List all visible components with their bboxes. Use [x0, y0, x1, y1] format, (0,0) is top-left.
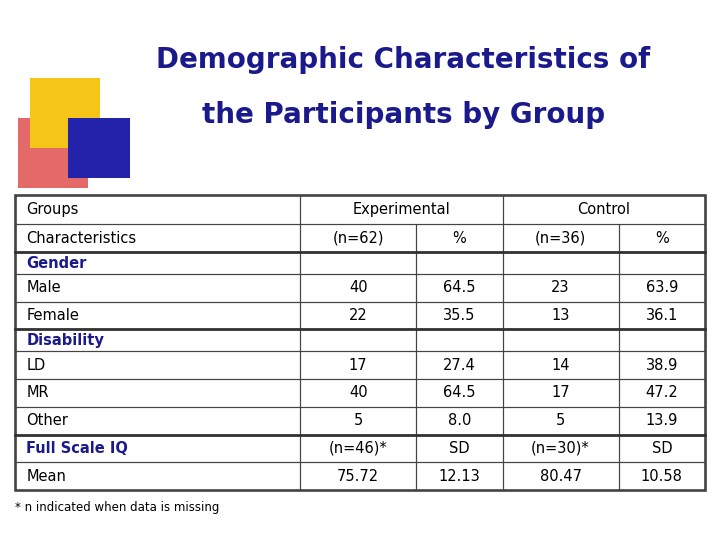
Text: * n indicated when data is missing: * n indicated when data is missing	[15, 502, 220, 515]
Text: 36.1: 36.1	[646, 308, 678, 323]
Text: Gender: Gender	[27, 255, 87, 271]
Text: 80.47: 80.47	[539, 469, 582, 484]
Text: (n=36): (n=36)	[535, 231, 586, 246]
Text: Disability: Disability	[27, 333, 104, 348]
Text: Mean: Mean	[27, 469, 66, 484]
Text: 10.58: 10.58	[641, 469, 683, 484]
Text: %: %	[655, 231, 669, 246]
Text: the Participants by Group: the Participants by Group	[202, 101, 605, 129]
Text: 13: 13	[552, 308, 570, 323]
Text: LD: LD	[27, 357, 45, 373]
Text: SD: SD	[652, 441, 672, 456]
Text: 64.5: 64.5	[443, 280, 476, 295]
Text: 75.72: 75.72	[337, 469, 379, 484]
Text: 8.0: 8.0	[448, 413, 471, 428]
Text: 14: 14	[552, 357, 570, 373]
FancyBboxPatch shape	[18, 118, 88, 188]
Text: 23: 23	[552, 280, 570, 295]
Text: MR: MR	[27, 386, 49, 401]
Text: Demographic Characteristics of: Demographic Characteristics of	[156, 46, 650, 74]
Text: Female: Female	[27, 308, 79, 323]
Text: 5: 5	[354, 413, 363, 428]
Text: 22: 22	[348, 308, 367, 323]
Text: 35.5: 35.5	[444, 308, 476, 323]
Text: 40: 40	[348, 280, 367, 295]
Text: %: %	[452, 231, 467, 246]
Text: 63.9: 63.9	[646, 280, 678, 295]
Text: SD: SD	[449, 441, 469, 456]
Text: Full Scale IQ: Full Scale IQ	[27, 441, 128, 456]
Text: Other: Other	[27, 413, 68, 428]
Text: 47.2: 47.2	[646, 386, 678, 401]
Text: (n=46)*: (n=46)*	[329, 441, 387, 456]
Text: 40: 40	[348, 386, 367, 401]
Text: 64.5: 64.5	[443, 386, 476, 401]
Text: Groups: Groups	[27, 202, 78, 217]
Text: 38.9: 38.9	[646, 357, 678, 373]
Text: 12.13: 12.13	[438, 469, 480, 484]
Text: 17: 17	[348, 357, 367, 373]
Text: 17: 17	[552, 386, 570, 401]
Text: (n=30)*: (n=30)*	[531, 441, 590, 456]
Text: 27.4: 27.4	[443, 357, 476, 373]
Text: (n=62): (n=62)	[333, 231, 384, 246]
Text: Experimental: Experimental	[352, 202, 450, 217]
Text: Control: Control	[577, 202, 630, 217]
Text: 13.9: 13.9	[646, 413, 678, 428]
Text: Male: Male	[27, 280, 61, 295]
FancyBboxPatch shape	[30, 78, 100, 148]
Text: Characteristics: Characteristics	[27, 231, 137, 246]
Text: 5: 5	[556, 413, 565, 428]
FancyBboxPatch shape	[68, 118, 130, 178]
